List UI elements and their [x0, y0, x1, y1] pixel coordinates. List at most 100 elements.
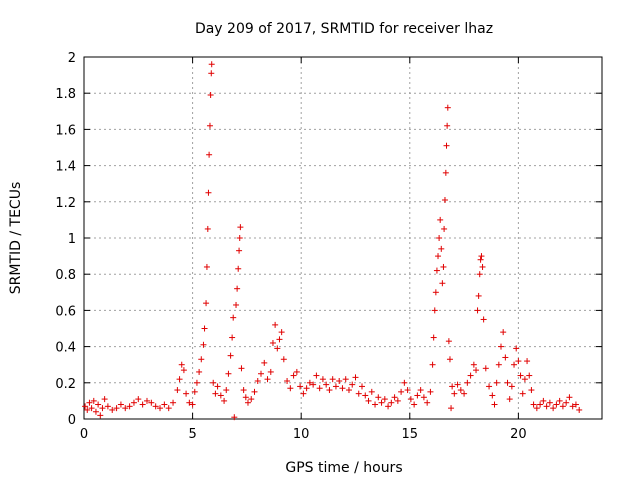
- data-point: [517, 372, 524, 379]
- data-point: [375, 394, 382, 401]
- data-point: [152, 403, 159, 410]
- data-point: [221, 397, 228, 404]
- data-point: [95, 401, 102, 408]
- data-point: [467, 372, 474, 379]
- data-point: [519, 390, 526, 397]
- data-point: [457, 387, 464, 394]
- data-point: [201, 325, 208, 332]
- data-point: [508, 383, 515, 390]
- data-point: [378, 399, 385, 406]
- data-point: [306, 379, 313, 386]
- y-tick-label: 0: [68, 413, 76, 428]
- data-point: [261, 359, 268, 366]
- data-point: [210, 379, 217, 386]
- data-point: [274, 345, 281, 352]
- data-point: [203, 263, 210, 270]
- data-point: [148, 399, 155, 406]
- data-point: [414, 392, 421, 399]
- data-point: [326, 387, 333, 394]
- data-point: [217, 392, 224, 399]
- data-point: [407, 396, 414, 403]
- data-point: [576, 406, 583, 413]
- data-point: [303, 385, 310, 392]
- data-point: [385, 403, 392, 410]
- data-point: [174, 387, 181, 394]
- data-point: [433, 267, 440, 274]
- data-point: [493, 379, 500, 386]
- data-point: [437, 216, 444, 223]
- data-point: [345, 387, 352, 394]
- data-point: [208, 61, 215, 68]
- data-point: [470, 361, 477, 368]
- x-tick-label: 15: [402, 427, 419, 442]
- y-tick-label: 1.2: [55, 196, 76, 211]
- chart-title: Day 209 of 2017, SRMTID for receiver lha…: [195, 21, 493, 37]
- data-point: [236, 247, 243, 254]
- data-point: [336, 377, 343, 384]
- data-point: [441, 225, 448, 232]
- data-point: [88, 405, 95, 412]
- data-point: [339, 385, 346, 392]
- data-point: [429, 361, 436, 368]
- data-point: [267, 368, 274, 375]
- data-point: [297, 383, 304, 390]
- x-tick-label: 5: [188, 427, 196, 442]
- data-point: [196, 368, 203, 375]
- data-point: [553, 401, 560, 408]
- data-point: [276, 336, 283, 343]
- data-point: [233, 301, 240, 308]
- data-point: [206, 151, 213, 158]
- data-point: [227, 352, 234, 359]
- data-point: [533, 405, 540, 412]
- data-point: [569, 403, 576, 410]
- data-point: [478, 253, 485, 260]
- data-point: [543, 403, 550, 410]
- data-point: [491, 401, 498, 408]
- data-point: [420, 394, 427, 401]
- data-point: [99, 405, 106, 412]
- data-point: [391, 394, 398, 401]
- y-axis-label: SRMTID / TECUs: [8, 182, 24, 295]
- data-point: [122, 405, 129, 412]
- data-point: [473, 367, 480, 374]
- data-point: [157, 405, 164, 412]
- data-point: [235, 265, 242, 272]
- data-point: [284, 377, 291, 384]
- data-point: [316, 385, 323, 392]
- data-point: [269, 339, 276, 346]
- data-point: [205, 189, 212, 196]
- x-axis-label: GPS time / hours: [285, 460, 402, 476]
- axis-ticks: 00.20.40.60.811.21.41.61.820 5 10 15 20: [55, 51, 602, 442]
- data-point: [394, 397, 401, 404]
- data-point: [97, 412, 104, 419]
- data-point: [498, 343, 505, 350]
- data-point: [381, 396, 388, 403]
- data-point: [183, 390, 190, 397]
- data-point: [352, 374, 359, 381]
- x-tick-label: 10: [293, 427, 310, 442]
- data-point: [540, 397, 547, 404]
- data-point: [464, 379, 471, 386]
- data-point: [113, 405, 120, 412]
- data-point: [161, 401, 168, 408]
- data-point: [438, 245, 445, 252]
- data-point: [474, 307, 481, 314]
- data-point: [439, 280, 446, 287]
- data-point: [86, 399, 93, 406]
- data-point: [451, 390, 458, 397]
- data-point: [480, 316, 487, 323]
- data-point: [319, 376, 326, 383]
- data-point: [310, 381, 317, 388]
- data-point: [176, 376, 183, 383]
- data-point: [502, 354, 509, 361]
- y-tick-label: 1: [68, 232, 76, 247]
- data-point: [443, 142, 450, 149]
- data-point: [559, 403, 566, 410]
- data-point: [401, 379, 408, 386]
- data-point: [441, 196, 448, 203]
- data-point: [563, 399, 570, 406]
- data-point: [244, 399, 251, 406]
- data-point: [234, 285, 241, 292]
